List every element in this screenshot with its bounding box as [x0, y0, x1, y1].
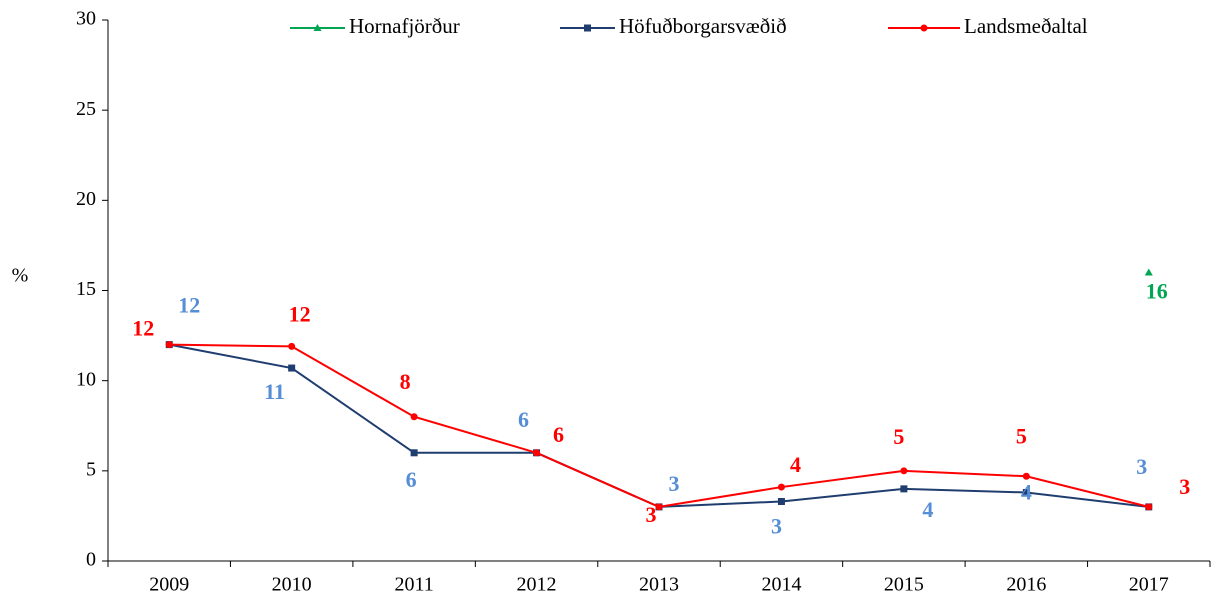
value-label: 3 — [646, 502, 657, 527]
y-axis-label: % — [12, 265, 29, 287]
value-label: 12 — [178, 293, 200, 318]
point — [655, 503, 663, 511]
x-tick-label: 2016 — [1006, 574, 1046, 596]
value-label: 12 — [289, 301, 311, 326]
point — [1022, 472, 1030, 480]
point — [1022, 488, 1030, 496]
x-tick-label: 2015 — [884, 574, 924, 596]
legend-marker — [313, 24, 322, 31]
x-tick-label: 2017 — [1129, 574, 1169, 596]
point — [777, 483, 785, 491]
series-line — [169, 343, 1150, 508]
point — [777, 497, 785, 505]
point — [288, 342, 296, 350]
y-tick-label: 5 — [86, 458, 96, 480]
x-tick-label: 2009 — [149, 574, 189, 596]
value-label: 5 — [893, 424, 904, 449]
legend-label: Landsmeðaltal — [964, 14, 1088, 38]
value-label: 4 — [790, 452, 801, 477]
x-tick-label: 2014 — [761, 574, 801, 596]
x-tick-label: 2011 — [394, 574, 433, 596]
y-tick-label: 30 — [76, 8, 96, 30]
legend-marker — [584, 24, 591, 32]
value-label: 6 — [553, 422, 564, 447]
point — [533, 449, 541, 457]
series-line — [169, 343, 1149, 508]
value-label: 12 — [132, 316, 154, 341]
value-label: 4 — [1021, 480, 1032, 505]
y-tick-label: 25 — [76, 98, 96, 120]
y-tick-label: 0 — [86, 549, 96, 571]
value-label: 11 — [264, 379, 285, 404]
point — [165, 341, 173, 349]
value-label: 16 — [1146, 279, 1168, 304]
legend-marker — [920, 24, 928, 32]
value-label: 6 — [518, 407, 529, 432]
y-tick-label: 10 — [76, 368, 96, 390]
point — [288, 364, 296, 372]
value-label: 8 — [400, 369, 411, 394]
value-label: 3 — [1179, 474, 1190, 499]
y-tick-label: 20 — [76, 188, 96, 210]
x-tick-label: 2010 — [272, 574, 312, 596]
value-label: 3 — [771, 514, 782, 539]
point — [900, 467, 908, 475]
value-label: 4 — [922, 497, 933, 522]
value-label: 3 — [1136, 454, 1147, 479]
value-label: 6 — [406, 467, 417, 492]
x-tick-label: 2013 — [639, 574, 679, 596]
point — [900, 485, 908, 493]
value-label: 5 — [1016, 423, 1027, 448]
x-tick-label: 2012 — [517, 574, 557, 596]
legend-label: Hornafjörður — [349, 14, 460, 38]
point — [410, 413, 418, 421]
legend-label: Höfuðborgarsvæðið — [619, 14, 787, 38]
y-tick-label: 15 — [76, 278, 96, 300]
point — [1144, 268, 1153, 276]
value-label: 3 — [669, 471, 680, 496]
point — [410, 449, 418, 457]
point — [1145, 503, 1153, 511]
